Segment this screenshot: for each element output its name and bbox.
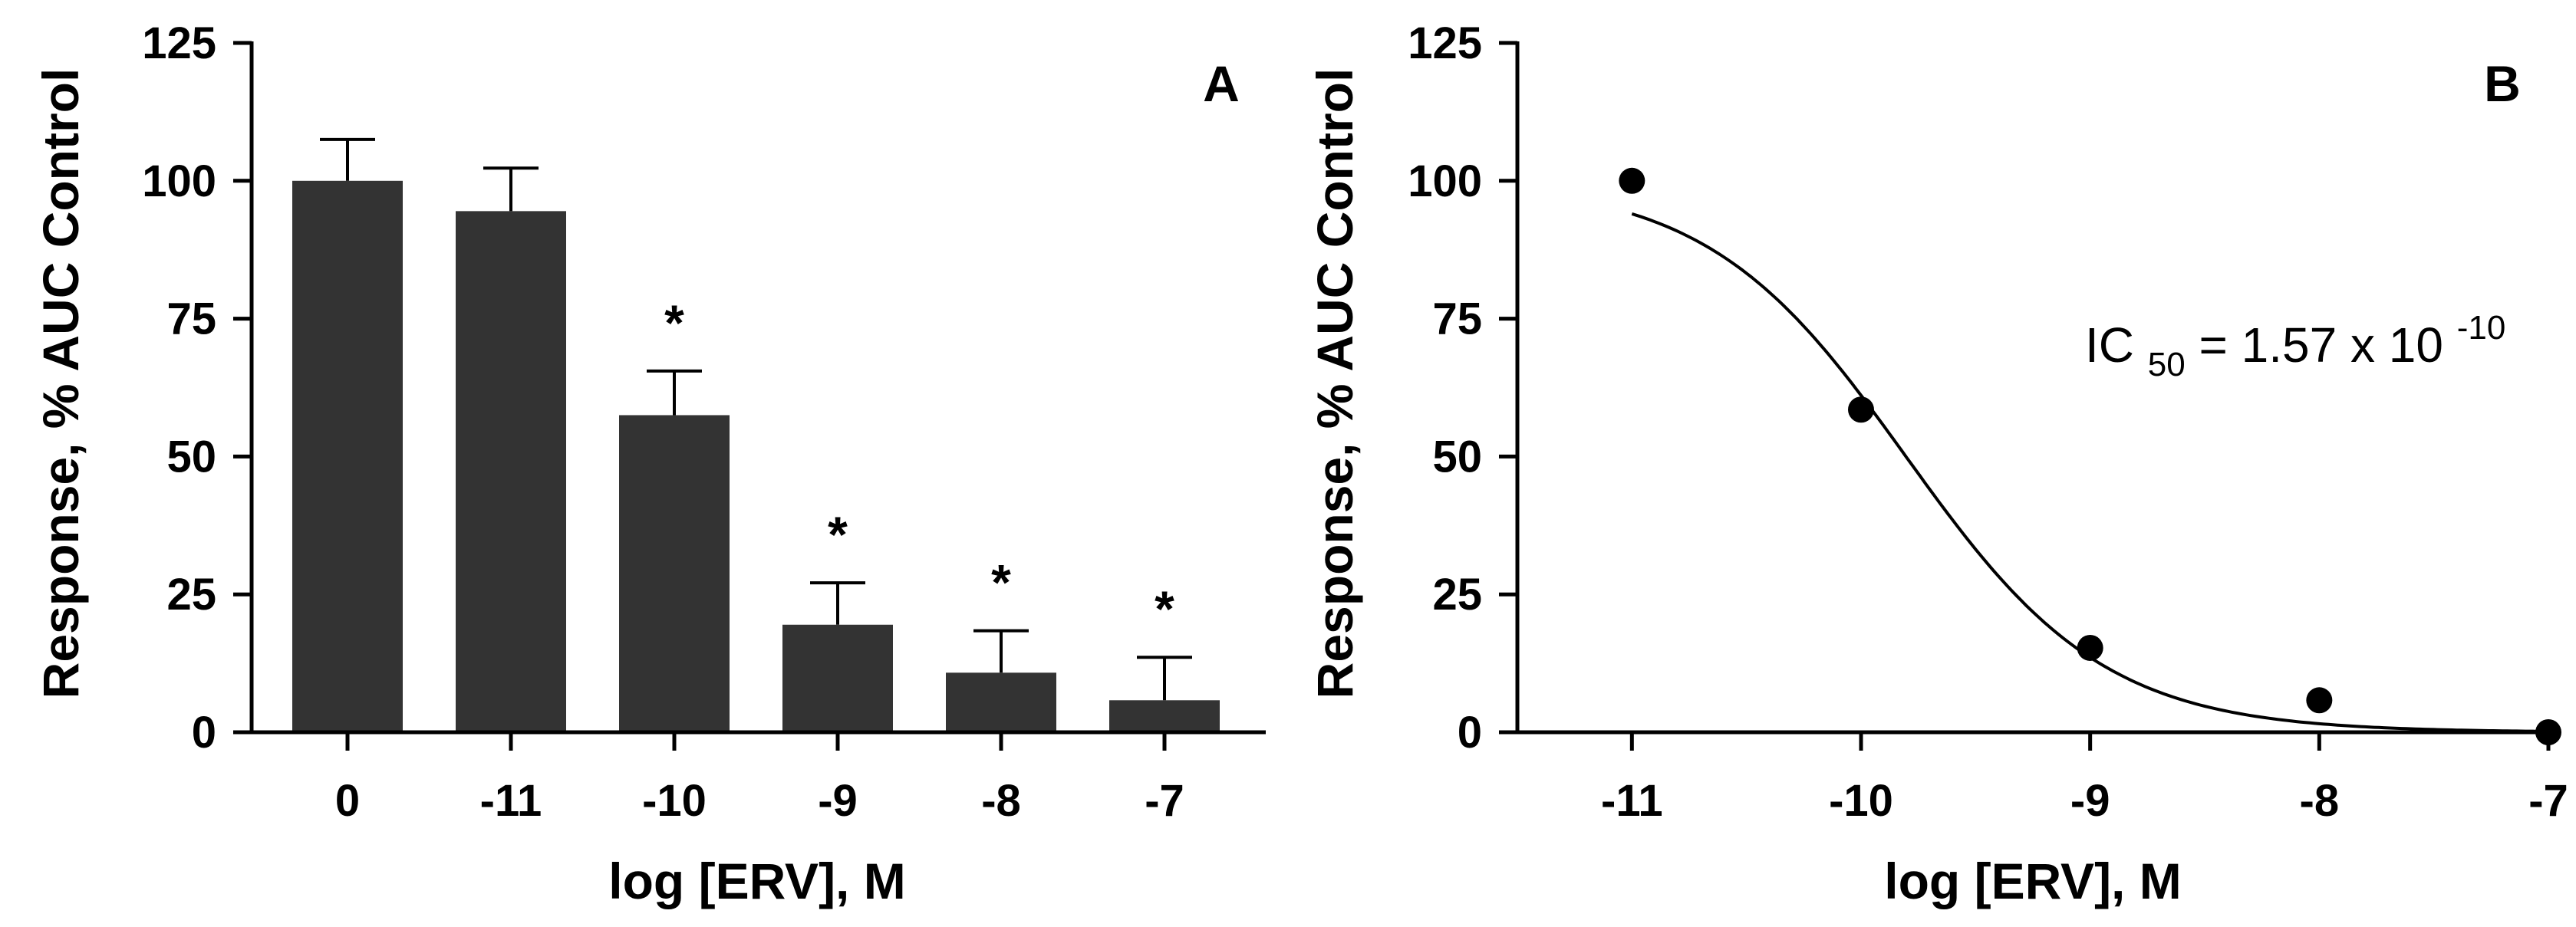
panel-b-dose-response: Response, % AUC Control log [ERV], M B I…: [1306, 18, 2568, 909]
panel-b-x-tick-label: -8: [2300, 776, 2340, 826]
panel-b-x-tick-label: -10: [1829, 776, 1893, 826]
panel-a-label: A: [1203, 55, 1240, 112]
panel-a-y-tick-label: 125: [142, 18, 216, 68]
panel-b-y-tick-label: 100: [1408, 156, 1482, 206]
panel-a-xlabel: log [ERV], M: [608, 853, 905, 909]
panel-b-y-tick-label: 25: [1432, 570, 1482, 620]
panel-b-x-tick-label: -7: [2528, 776, 2568, 826]
panel-a-x-ticks: 0 -11 -10 -9 -8 -7: [335, 732, 1184, 826]
data-point: [2306, 687, 2333, 714]
panel-b-y-tick-label: 50: [1432, 432, 1482, 482]
panel-a-ylabel: Response, % AUC Control: [32, 68, 89, 699]
panel-a-y-ticks: 0 25 50 75 100 125: [142, 18, 252, 758]
data-point: [1619, 167, 1645, 194]
panel-a-y-tick-label: 100: [142, 156, 216, 206]
ic50-sup: -10: [2457, 309, 2506, 347]
ic50-annotation: IC 50 = 1.57 x 10 -10: [2085, 309, 2505, 386]
panel-a-y-tick-label: 75: [166, 294, 216, 344]
panel-b-x-ticks: -11 -10 -9 -8 -7: [1601, 732, 2568, 826]
panel-a-y-tick-label: 0: [192, 708, 216, 758]
bar: [292, 180, 403, 733]
significance-marker: *: [1155, 580, 1174, 637]
panel-a-x-tick-label: -9: [818, 776, 858, 826]
bar: [619, 415, 730, 732]
panel-b-x-tick-label: -9: [2070, 776, 2110, 826]
panel-a-x-tick-label: -10: [642, 776, 707, 826]
panel-b-y-tick-label: 0: [1458, 708, 1482, 758]
data-point: [1848, 396, 1874, 423]
ic50-main: IC: [2085, 317, 2134, 373]
panel-b-y-tick-label: 125: [1408, 18, 1482, 68]
significance-marker: *: [828, 506, 848, 563]
panel-b-x-tick-label: -11: [1601, 776, 1663, 826]
panel-b-ylabel: Response, % AUC Control: [1306, 68, 1363, 699]
significance-marker: *: [991, 554, 1011, 611]
panel-b-points: [1619, 167, 2561, 745]
panel-a-x-tick-label: -11: [480, 776, 542, 826]
panel-a-bar-chart: Response, % AUC Control log [ERV], M A 0…: [32, 18, 1266, 909]
panel-a-bars: * * * *: [292, 137, 1220, 733]
bar: [456, 211, 566, 733]
panel-b-xlabel: log [ERV], M: [1884, 853, 2181, 909]
panel-a-x-tick-label: -7: [1145, 776, 1184, 826]
bar: [1109, 700, 1220, 732]
panel-a-x-tick-label: 0: [335, 776, 360, 826]
ic50-sub: 50: [2148, 346, 2186, 383]
ic50-mid: = 1.57 x 10: [2199, 317, 2443, 373]
panel-b-label: B: [2484, 55, 2521, 112]
data-point: [2077, 634, 2103, 661]
bar: [782, 624, 893, 732]
panel-a-y-tick-label: 25: [166, 570, 216, 620]
bar: [946, 672, 1056, 732]
panel-a-x-tick-label: -8: [981, 776, 1021, 826]
panel-b-y-ticks: 0 25 50 75 100 125: [1408, 18, 1517, 758]
panel-a-y-tick-label: 50: [166, 432, 216, 482]
panel-b-y-tick-label: 75: [1432, 294, 1482, 344]
significance-marker: *: [664, 294, 684, 351]
